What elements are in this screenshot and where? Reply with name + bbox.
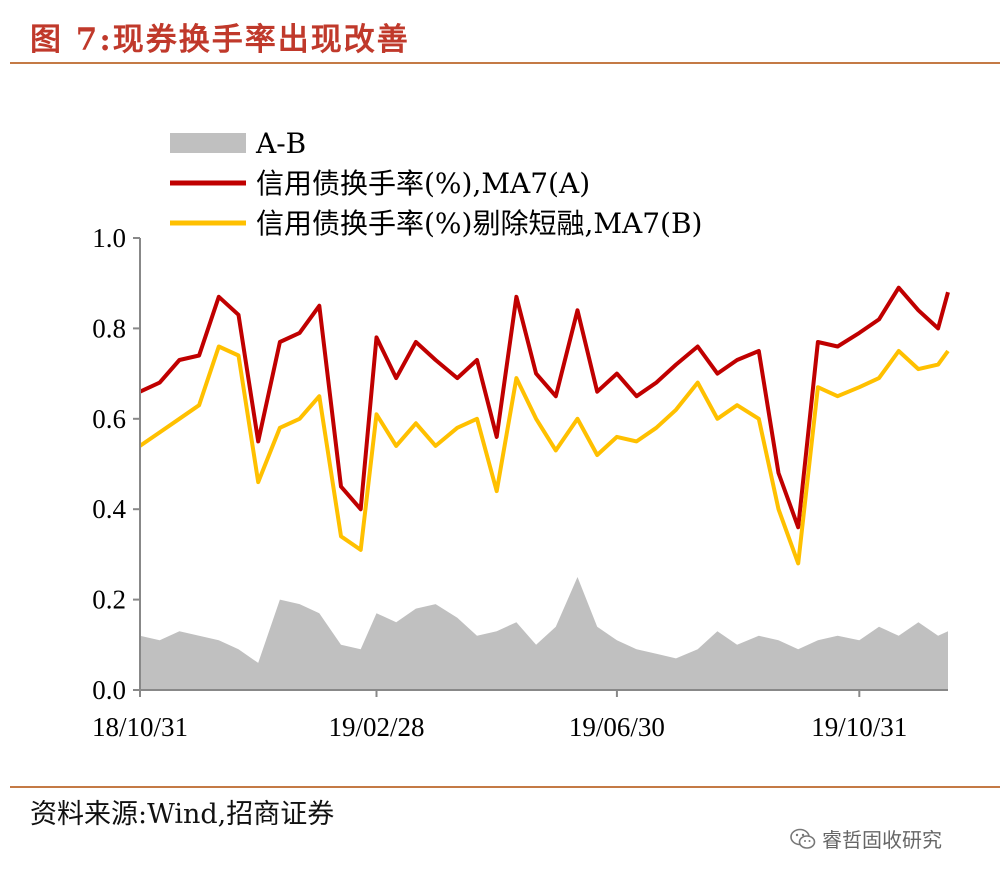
- source-note: 资料来源:Wind,招商证券: [30, 799, 335, 830]
- title-divider: [10, 62, 1000, 64]
- x-tick-label-0: 18/10/31: [92, 712, 188, 742]
- x-tick-label-3: 19/10/31: [811, 712, 907, 742]
- series-area-0: [140, 577, 948, 690]
- brand-name: 睿哲固收研究: [822, 828, 942, 852]
- turnover-chart: A-B信用债换手率(%),MA7(A)信用债换手率(%)剔除短融,MA7(B) …: [92, 127, 950, 742]
- y-tick-label-3: 0.6: [92, 404, 126, 434]
- series-line-2: [138, 344, 950, 566]
- y-tick-label-0: 0.0: [92, 675, 126, 705]
- legend-label-1: 信用债换手率(%),MA7(A): [256, 167, 590, 200]
- area-layer: [140, 577, 948, 690]
- axes: 0.0 0.2 0.4 0.6 0.8 1.0 18/10/31 19/02/28 19/06/…: [92, 223, 948, 742]
- y-tick-label-5: 1.0: [92, 223, 126, 253]
- legend-label-2: 信用债换手率(%)剔除短融,MA7(B): [256, 207, 702, 240]
- legend: A-B 信用债换手率(%),MA7(A) 信用债换手率(%)剔除短融,MA7(B): [170, 127, 702, 240]
- legend-swatch-0: [170, 133, 246, 153]
- brand-watermark: 睿哲固收研究: [790, 824, 942, 853]
- x-tick-label-2: 19/06/30: [569, 712, 665, 742]
- source-divider: [10, 786, 1000, 788]
- y-tick-label-2: 0.4: [92, 494, 126, 524]
- legend-label-0: A-B: [255, 127, 306, 160]
- series-line-1: [139, 285, 950, 530]
- figure-title: 图 7:现券换手率出现改善: [30, 22, 410, 58]
- y-tick-label-4: 0.8: [92, 313, 126, 343]
- y-tick-label-1: 0.2: [92, 585, 126, 615]
- x-tick-label-1: 19/02/28: [328, 712, 424, 742]
- line-layer: [138, 285, 950, 566]
- wechat-icon: [790, 828, 816, 849]
